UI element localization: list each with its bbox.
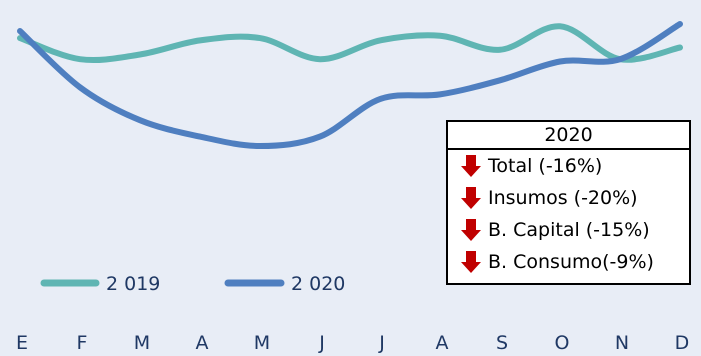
x-tick-label: M bbox=[134, 332, 150, 354]
summary-item-capital: B. Capital (-15%) bbox=[448, 214, 689, 246]
x-tick-label: A bbox=[436, 332, 449, 354]
legend-label-2019: 2 019 bbox=[106, 273, 160, 295]
series-line-0 bbox=[17, 23, 683, 64]
x-tick-label: J bbox=[318, 332, 325, 354]
down-arrow-icon bbox=[461, 219, 481, 241]
x-tick-label: J bbox=[378, 332, 385, 354]
summary-item-consumo: B. Consumo(-9%) bbox=[448, 246, 689, 278]
x-tick-label: E bbox=[16, 332, 28, 354]
x-tick-label: O bbox=[555, 332, 570, 354]
down-arrow-icon bbox=[461, 155, 481, 177]
summary-item-label: Insumos (-20%) bbox=[488, 187, 638, 209]
summary-box-title: 2020 bbox=[448, 122, 689, 150]
summary-item-insumos: Insumos (-20%) bbox=[448, 182, 689, 214]
x-tick-label: M bbox=[254, 332, 270, 354]
summary-box: 2020 Total (-16%) Insumos (-20%) B. Capi… bbox=[446, 120, 691, 285]
summary-item-label: B. Capital (-15%) bbox=[488, 219, 650, 241]
x-tick-label: F bbox=[77, 332, 88, 354]
summary-item-total: Total (-16%) bbox=[448, 150, 689, 182]
summary-item-label: Total (-16%) bbox=[488, 155, 603, 177]
x-tick-label: A bbox=[196, 332, 209, 354]
legend-label-2020: 2 020 bbox=[291, 273, 345, 295]
legend: 2 019 2 020 bbox=[40, 273, 345, 295]
summary-item-label: B. Consumo(-9%) bbox=[488, 251, 654, 273]
down-arrow-icon bbox=[461, 187, 481, 209]
down-arrow-icon bbox=[461, 251, 481, 273]
series-line-1 bbox=[17, 21, 683, 150]
series-layer bbox=[17, 21, 683, 150]
x-tick-label: S bbox=[496, 332, 508, 354]
x-tick-label: D bbox=[675, 332, 690, 354]
x-tick-label: N bbox=[615, 332, 629, 354]
